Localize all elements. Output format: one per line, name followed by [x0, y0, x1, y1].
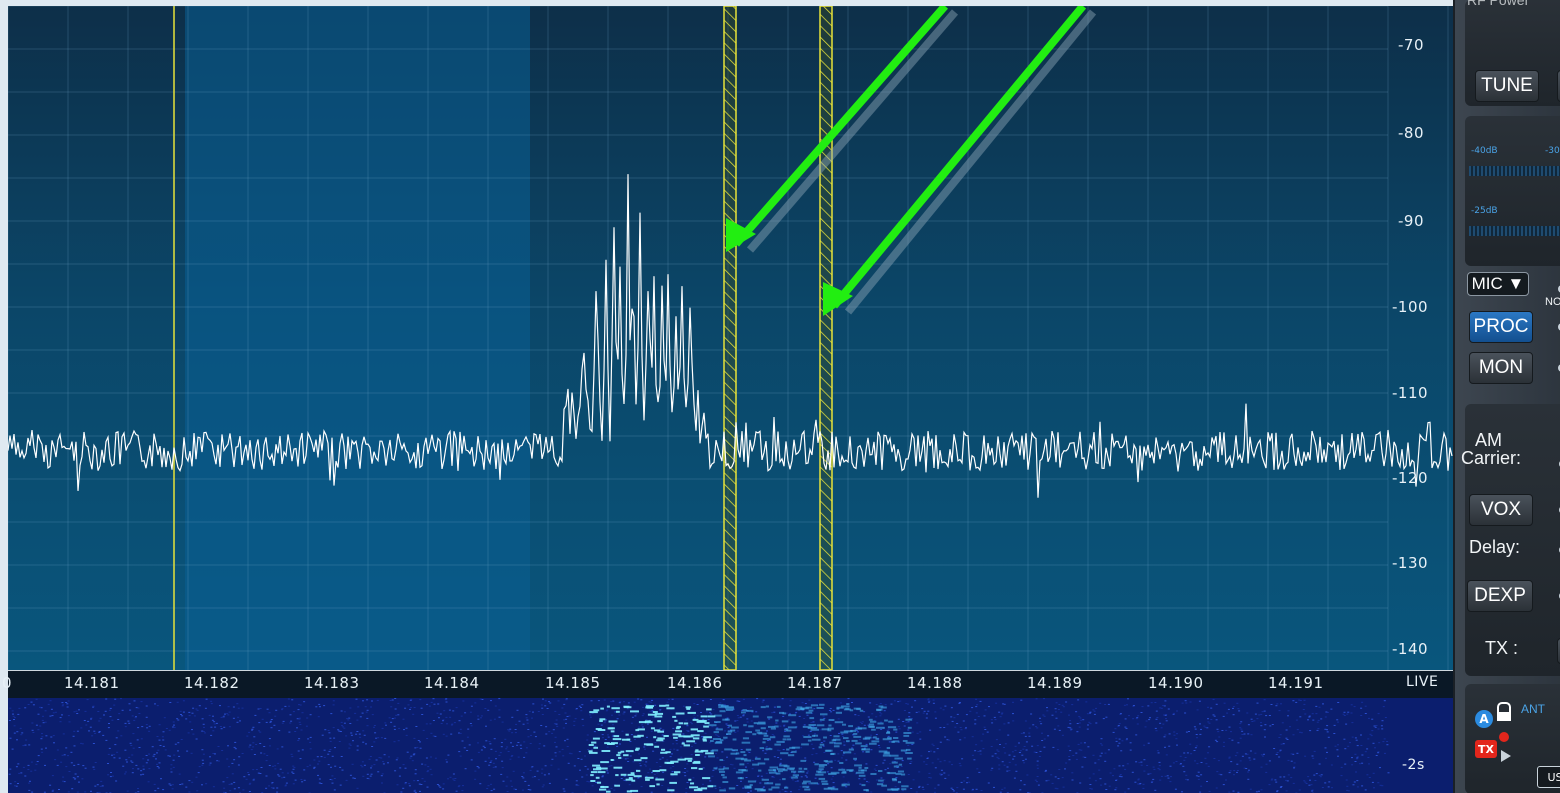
db-label: -100 — [1392, 298, 1429, 316]
freq-tick-label: 14.189 — [1027, 674, 1083, 692]
freq-tick-label: 14.188 — [907, 674, 963, 692]
compression-meter — [1469, 226, 1560, 236]
meter-scale-label: -40dB — [1471, 146, 1498, 156]
tx-power-section: RF Power TUNE — [1465, 0, 1560, 106]
tune-button[interactable]: TUNE — [1475, 70, 1539, 102]
mic-level-slider[interactable] — [1558, 285, 1560, 293]
audio-meter-section: -40dB -30 -25dB — [1465, 116, 1560, 266]
db-label: -80 — [1398, 124, 1424, 142]
waterfall-display[interactable]: -2s — [8, 698, 1453, 793]
slice-flag: A ANT TX US — [1465, 684, 1560, 793]
freq-tick-label: 14.187 — [787, 674, 843, 692]
freq-tick-label: 14.186 — [667, 674, 723, 692]
db-label: -70 — [1398, 36, 1424, 54]
annotation-arrow-left — [732, 6, 949, 247]
freq-tick-label: 14.182 — [184, 674, 240, 692]
freq-tick-label: 0 — [2, 674, 13, 692]
db-label: -140 — [1392, 640, 1429, 658]
slice-a-badge[interactable]: A — [1475, 710, 1493, 728]
mon-level-slider[interactable] — [1558, 364, 1560, 372]
annotation-arrow-right — [830, 6, 1087, 309]
freq-tick-label: 14.181 — [64, 674, 120, 692]
freq-tick-label: 14.183 — [304, 674, 360, 692]
mic-select[interactable]: MIC ▼ — [1467, 272, 1529, 296]
db-label: -130 — [1392, 554, 1429, 572]
record-icon[interactable] — [1499, 732, 1509, 742]
filter-passband[interactable] — [185, 6, 530, 670]
meter-scale-label: -25dB — [1471, 206, 1498, 216]
dexp-button[interactable]: DEXP — [1467, 580, 1533, 612]
antenna-label[interactable]: ANT — [1521, 702, 1545, 716]
am-label: AM — [1475, 430, 1502, 450]
play-icon[interactable] — [1501, 750, 1511, 762]
db-label: -90 — [1398, 212, 1424, 230]
vox-button[interactable]: VOX — [1469, 494, 1533, 526]
frequency-axis[interactable]: 0 14.181 14.182 14.183 14.184 14.185 14.… — [2, 670, 1453, 699]
mic-level-meter — [1469, 166, 1560, 176]
rf-power-label: RF Power — [1467, 0, 1530, 8]
meter-scale-label: -30 — [1545, 146, 1560, 156]
freq-tick-label: 14.185 — [545, 674, 601, 692]
waterfall-time-label: -2s — [1402, 757, 1425, 773]
mon-button[interactable]: MON — [1469, 352, 1533, 384]
lock-icon[interactable] — [1497, 702, 1511, 714]
control-panel: RF Power TUNE -40dB -30 -25dB MIC ▼ NO P… — [1453, 0, 1560, 793]
panadapter-display[interactable]: -70 -80 -90 -100 -110 -120 -130 -140 — [8, 6, 1453, 670]
mode-select[interactable]: US — [1537, 766, 1560, 788]
spot-marker-right[interactable] — [819, 6, 833, 670]
spot-marker-left[interactable] — [723, 6, 737, 670]
freq-tick-label: 14.191 — [1268, 674, 1324, 692]
atu-button[interactable] — [1557, 70, 1560, 102]
modulation-section: AM Carrier: VOX Delay: DEXP TX : — [1461, 404, 1560, 676]
spectrum-trace — [8, 174, 1453, 498]
tx-label: TX : — [1485, 638, 1519, 658]
spectrum-plot[interactable] — [8, 6, 1453, 670]
freq-tick-label: 14.184 — [424, 674, 480, 692]
proc-button[interactable]: PROC — [1469, 311, 1533, 343]
tx-filter-button[interactable] — [1557, 638, 1560, 664]
noise-abbrev-label: NO — [1545, 296, 1560, 308]
delay-label: Delay: — [1469, 537, 1521, 557]
freq-tick-label: 14.190 — [1148, 674, 1204, 692]
tx-badge[interactable]: TX — [1475, 740, 1497, 758]
db-label: -120 — [1392, 469, 1429, 487]
proc-level-slider[interactable] — [1558, 323, 1560, 331]
live-label[interactable]: LIVE — [1406, 674, 1439, 690]
carrier-label: Carrier: — [1461, 448, 1522, 468]
db-label: -110 — [1392, 384, 1429, 402]
lock-icon-body — [1497, 712, 1511, 721]
annotation-arrows — [726, 6, 1097, 316]
waterfall-plot — [8, 698, 1390, 793]
